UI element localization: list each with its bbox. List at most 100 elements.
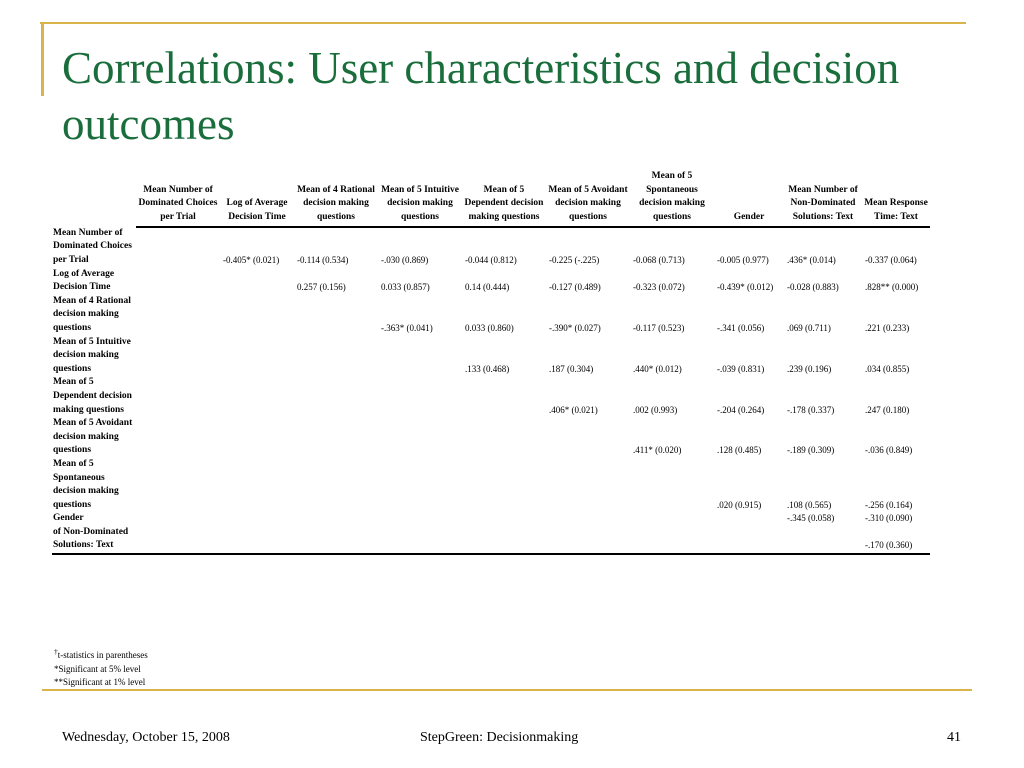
table-cell: -0.127 (0.489): [549, 282, 601, 293]
table-cell: [630, 525, 714, 556]
row-header: Mean of 5 Intuitive decision making ques…: [53, 336, 131, 374]
table-row: Mean of 5 Spontaneous decision making qu…: [52, 458, 930, 512]
table-cell: .436* (0.014): [787, 255, 836, 265]
table-cell: [630, 458, 714, 512]
correlation-table: Mean Number of Dominated Choices per Tri…: [52, 170, 930, 556]
table-cell: [136, 227, 220, 268]
table-cell: [378, 458, 462, 512]
table-cell: .133 (0.468): [465, 363, 510, 374]
table-cell: [546, 458, 630, 512]
row-header: Mean Number of Dominated Choices per Tri…: [53, 227, 132, 265]
table-cell: [546, 512, 630, 526]
table-cell: -.345 (0.058): [787, 513, 835, 524]
table-cell: [378, 376, 462, 417]
table-row: Mean of 5 Avoidant decision making quest…: [52, 417, 930, 458]
table-cell: -0.028 (0.883): [787, 282, 839, 293]
table-cell: [462, 525, 546, 556]
table-cell: -.310 (0.090): [865, 513, 913, 524]
table-cell: [294, 458, 378, 512]
slide-title: Correlations: User characteristics and d…: [62, 43, 900, 149]
table-cell: [294, 295, 378, 336]
table-cell: .187 (0.304): [549, 363, 594, 374]
table-cell: -0.439* (0.012): [717, 282, 774, 293]
table-cell: [136, 417, 220, 458]
header-corner: [52, 170, 136, 227]
table-cell: -.363* (0.041): [381, 322, 433, 333]
table-cell: [378, 525, 462, 556]
column-header: Mean of 5 Spontaneous decision making qu…: [630, 170, 714, 228]
table-cell: [630, 512, 714, 526]
table-cell: [136, 525, 220, 556]
table-cell: [462, 417, 546, 458]
table-cell: .239 (0.196): [787, 363, 832, 374]
table-cell: -.039 (0.831): [717, 363, 765, 374]
row-header: Log of Average Decision Time: [53, 268, 115, 293]
footnotes: †t-statistics in parentheses *Significan…: [54, 645, 148, 690]
table-cell: -0.044 (0.812): [465, 255, 517, 265]
table-cell: -.178 (0.337): [787, 404, 835, 415]
table-cell: [378, 512, 462, 526]
table-cell: [220, 295, 294, 336]
table-cell: [714, 512, 784, 526]
table-cell: [784, 525, 862, 556]
table-cell: [378, 336, 462, 377]
footnote-sig5: *Significant at 5% level: [54, 663, 141, 674]
table-cell: .069 (0.711): [787, 322, 831, 333]
table-cell: -0.117 (0.523): [633, 322, 685, 333]
table-cell: .020 (0.915): [717, 499, 762, 510]
column-header: Mean of 5 Avoidant decision making quest…: [546, 170, 630, 228]
table-cell: [462, 512, 546, 526]
table-cell: [294, 376, 378, 417]
table-cell: .828** (0.000): [865, 282, 919, 293]
table-cell: -.390* (0.027): [549, 322, 601, 333]
footnote-sig1: **Significant at 1% level: [54, 677, 146, 687]
table-cell: [294, 512, 378, 526]
table-row: Gender -.345 (0.058) -.310 (0.090): [52, 512, 930, 526]
table-cell: -0.068 (0.713): [633, 255, 685, 265]
row-header: Mean of 5 Dependent decision making ques…: [53, 377, 132, 415]
table-cell: [136, 336, 220, 377]
top-rule: [40, 22, 966, 24]
page-number: 41: [947, 730, 961, 745]
table-cell: .440* (0.012): [633, 363, 682, 374]
row-header: Mean of 4 Rational decision making quest…: [53, 295, 131, 333]
column-header: Mean of 4 Rational decision making quest…: [294, 170, 378, 228]
bottom-rule: [42, 689, 972, 691]
footnote-tstat: †t-statistics in parentheses: [54, 647, 148, 660]
table-cell: [220, 512, 294, 526]
table-cell: [136, 295, 220, 336]
column-header: Mean of 5 Dependent decision making ques…: [462, 170, 546, 228]
table-cell: [462, 458, 546, 512]
table-cell: 0.033 (0.860): [465, 322, 514, 333]
table-cell: [378, 417, 462, 458]
table-cell: -.204 (0.264): [717, 404, 765, 415]
table-row: Log of Average Decision Time 0.257 (0.156…: [52, 268, 930, 295]
row-header: Gender: [53, 513, 84, 524]
table-cell: .247 (0.180): [865, 404, 910, 415]
row-header: Mean of 5 Avoidant decision making quest…: [53, 418, 133, 456]
table-row: Mean of 4 Rational decision making quest…: [52, 295, 930, 336]
table-cell: .128 (0.485): [717, 445, 762, 456]
footer-title: StepGreen: Decisionmaking: [420, 730, 579, 745]
table-cell: 0.033 (0.857): [381, 282, 430, 293]
table-cell: -.036 (0.849): [865, 445, 913, 456]
table-cell: .002 (0.993): [633, 404, 678, 415]
table-cell: 0.14 (0.444): [465, 282, 510, 293]
column-header: Gender: [714, 170, 784, 228]
table-cell: -.256 (0.164): [865, 499, 913, 510]
table-cell: [546, 525, 630, 556]
row-header: of Non-Dominated Solutions: Text: [52, 525, 136, 556]
table-cell: [220, 417, 294, 458]
table-row: Mean of 5 Intuitive decision making ques…: [52, 336, 930, 377]
column-header: Mean of 5 Intuitive decision making ques…: [378, 170, 462, 228]
column-header: Mean Number of Non-Dominated Solutions: …: [784, 170, 862, 228]
table-cell: [220, 376, 294, 417]
table-cell: -0.005 (0.977): [717, 255, 769, 265]
table-cell: -0.323 (0.072): [633, 282, 685, 293]
table-cell: -.341 (0.056): [717, 322, 765, 333]
table-cell: [136, 512, 220, 526]
table-cell: [220, 525, 294, 556]
table-cell: [294, 525, 378, 556]
table-cell: [294, 336, 378, 377]
footer-date: Wednesday, October 15, 2008: [62, 730, 230, 745]
